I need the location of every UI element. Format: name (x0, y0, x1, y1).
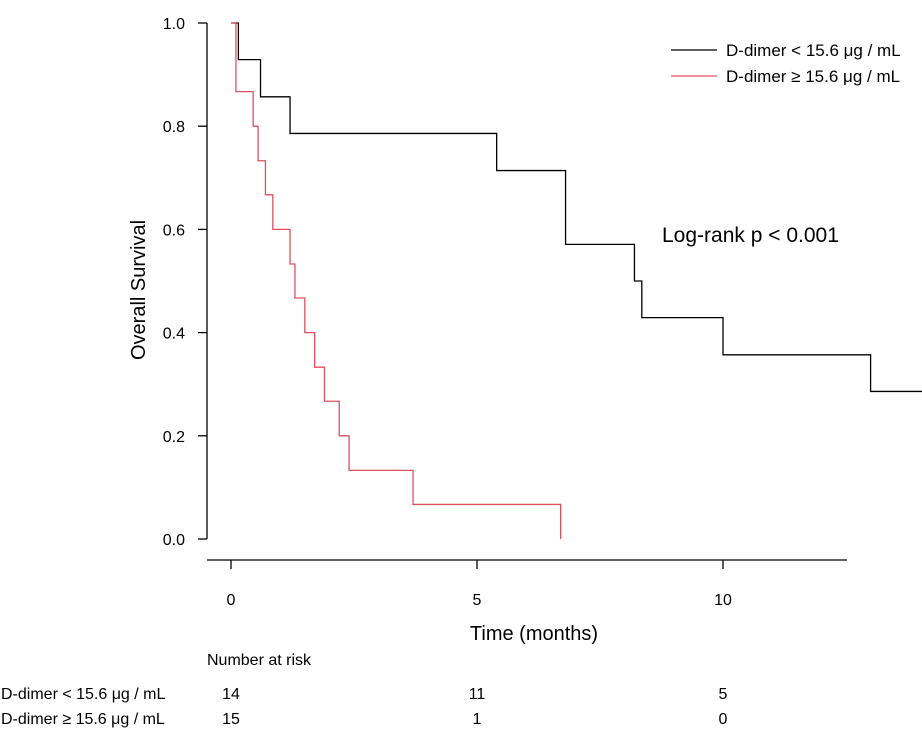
legend-label-1: D-dimer < 15.6 μg / mL (726, 41, 901, 60)
survival-curve-1 (231, 22, 922, 393)
y-tick-label: 0.2 (163, 429, 185, 446)
y-tick-label: 0.0 (163, 532, 185, 549)
y-tick-label: 0.8 (163, 119, 185, 136)
log-rank-annotation: Log-rank p < 0.001 (662, 224, 839, 247)
risk-value: 14 (222, 686, 240, 703)
x-axis-label: Time (months) (470, 623, 598, 645)
risk-value: 1 (473, 711, 482, 728)
x-tick-label: 5 (473, 592, 482, 609)
legend: D-dimer < 15.6 μg / mL D-dimer ≥ 15.6 μg … (671, 41, 901, 86)
ticks: 0.00.20.40.60.81.005101520 (163, 16, 732, 609)
risk-value: 15 (222, 711, 240, 728)
survival-curves (231, 22, 922, 539)
y-axis-label: Overall Survival (128, 220, 150, 360)
risk-table-title: Number at risk (207, 652, 312, 669)
risk-value: 0 (719, 711, 728, 728)
risk-value: 11 (469, 686, 486, 703)
risk-row-label-2: D-dimer ≥ 15.6 μg / mL (1, 711, 165, 728)
risk-row-label-1: D-dimer < 15.6 μg / mL (1, 686, 165, 703)
axes (206, 23, 847, 561)
y-tick-label: 0.4 (163, 326, 185, 343)
survival-curve-2 (231, 22, 562, 539)
y-tick-label: 0.6 (163, 222, 185, 239)
x-tick-label: 0 (227, 592, 236, 609)
x-tick-label: 10 (714, 592, 732, 609)
risk-value: 5 (719, 686, 728, 703)
y-tick-label: 1.0 (163, 16, 185, 33)
legend-label-2: D-dimer ≥ 15.6 μg / mL (726, 67, 900, 86)
